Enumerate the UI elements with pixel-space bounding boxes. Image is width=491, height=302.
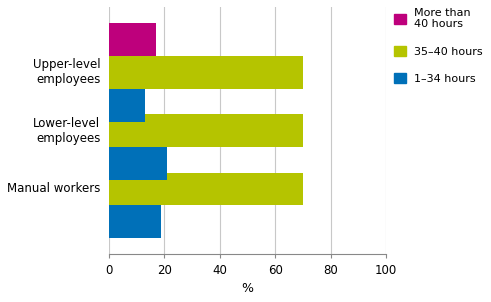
Bar xyxy=(109,82,128,114)
Bar xyxy=(109,205,162,238)
Bar xyxy=(109,23,156,56)
Bar xyxy=(109,172,303,205)
Bar xyxy=(109,56,303,89)
Bar xyxy=(109,114,303,147)
Bar xyxy=(109,140,136,172)
X-axis label: %: % xyxy=(242,282,253,295)
Legend: More than
40 hours, 35–40 hours, 1–34 hours: More than 40 hours, 35–40 hours, 1–34 ho… xyxy=(394,8,483,84)
Bar xyxy=(109,89,145,122)
Bar xyxy=(109,147,167,180)
